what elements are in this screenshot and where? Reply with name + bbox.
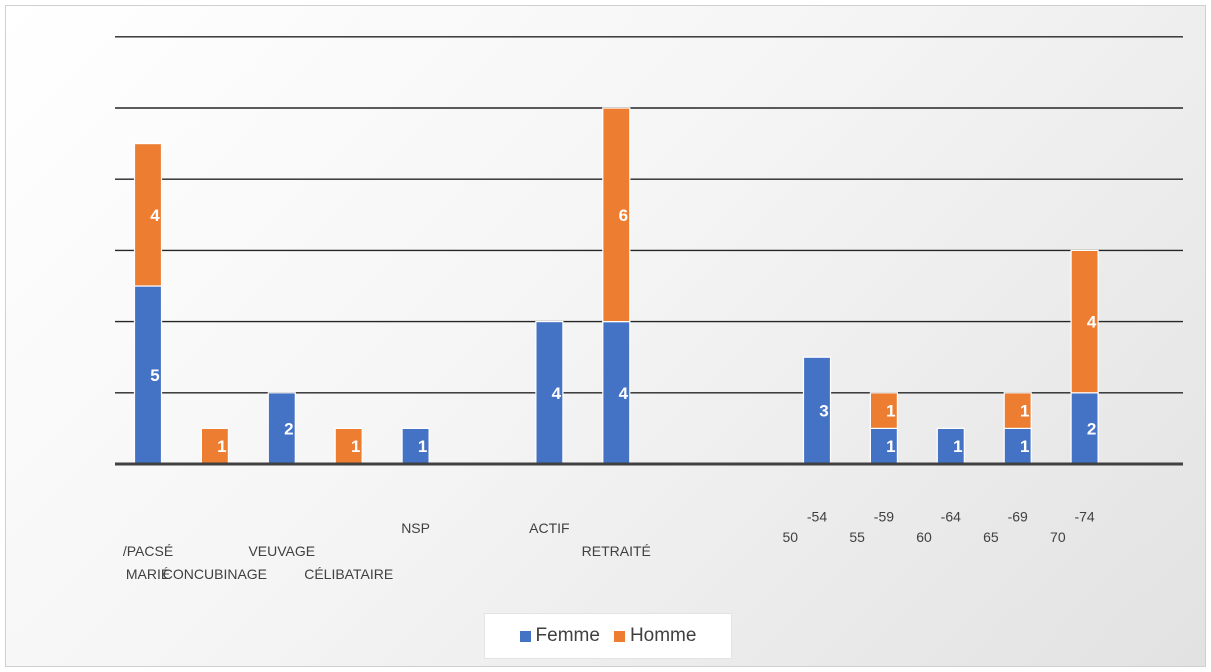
x-tick-label: /PACSÉ — [123, 543, 173, 559]
bar-femme — [267, 392, 296, 465]
bar-homme — [133, 143, 163, 287]
legend-swatch-homme — [613, 630, 625, 642]
data-label-femme: 1 — [418, 437, 427, 456]
data-label-femme: 4 — [619, 384, 629, 403]
data-label-femme: 3 — [819, 402, 828, 421]
data-label-homme: 1 — [886, 402, 895, 421]
bar-femme — [936, 427, 965, 465]
legend-item-homme: Homme — [613, 625, 697, 647]
legend: Femme Homme — [484, 613, 732, 659]
x-tick-label: VEUVAGE — [248, 543, 315, 559]
x-tick-label: 55 — [849, 529, 865, 545]
data-label-homme: 1 — [1020, 402, 1029, 421]
x-tick-label: -64 — [941, 509, 961, 525]
x-tick-label: CÉLIBATAIRE — [304, 566, 393, 582]
legend-swatch-femme — [519, 630, 531, 642]
legend-label-homme: Homme — [629, 625, 697, 646]
x-tick-label: 60 — [916, 529, 932, 545]
bar-homme — [869, 392, 899, 429]
x-tick-label: CONCUBINAGE — [163, 566, 267, 582]
x-tick-label: -69 — [1008, 509, 1028, 525]
data-label-femme: 5 — [150, 366, 159, 385]
x-tick-label: 70 — [1050, 529, 1066, 545]
x-tick-label: 50 — [782, 529, 798, 545]
bar-femme — [401, 427, 430, 465]
data-label-homme: 1 — [217, 437, 226, 456]
x-tick-label: ACTIF — [529, 520, 569, 536]
x-tick-label: 65 — [983, 529, 999, 545]
bar-homme — [334, 427, 363, 465]
data-label-femme: 1 — [953, 437, 962, 456]
data-label-femme: 1 — [1020, 437, 1029, 456]
legend-label-femme: Femme — [535, 625, 600, 646]
data-label-homme: 4 — [1087, 313, 1097, 332]
x-tick-label: RETRAITÉ — [582, 543, 651, 559]
data-label-homme: 6 — [619, 206, 628, 225]
data-label-femme: 2 — [1087, 419, 1096, 438]
x-tick-label: -74 — [1074, 509, 1094, 525]
legend-item-femme: Femme — [519, 625, 600, 647]
x-tick-label: -54 — [807, 509, 827, 525]
bar-femme — [133, 285, 163, 465]
x-tick-label: NSP — [401, 520, 430, 536]
bar-homme — [602, 107, 631, 323]
bar-homme — [1003, 392, 1032, 429]
data-label-homme: 1 — [351, 437, 360, 456]
bar-homme — [1070, 249, 1099, 394]
x-tick-label: MARIÉ — [126, 566, 170, 582]
x-tick-label: -59 — [874, 509, 894, 525]
data-label-femme: 4 — [552, 384, 562, 403]
data-label-femme: 2 — [284, 419, 293, 438]
bar-femme — [1003, 427, 1032, 465]
data-label-femme: 1 — [886, 437, 895, 456]
bar-femme — [535, 321, 564, 465]
data-label-homme: 4 — [150, 206, 160, 225]
